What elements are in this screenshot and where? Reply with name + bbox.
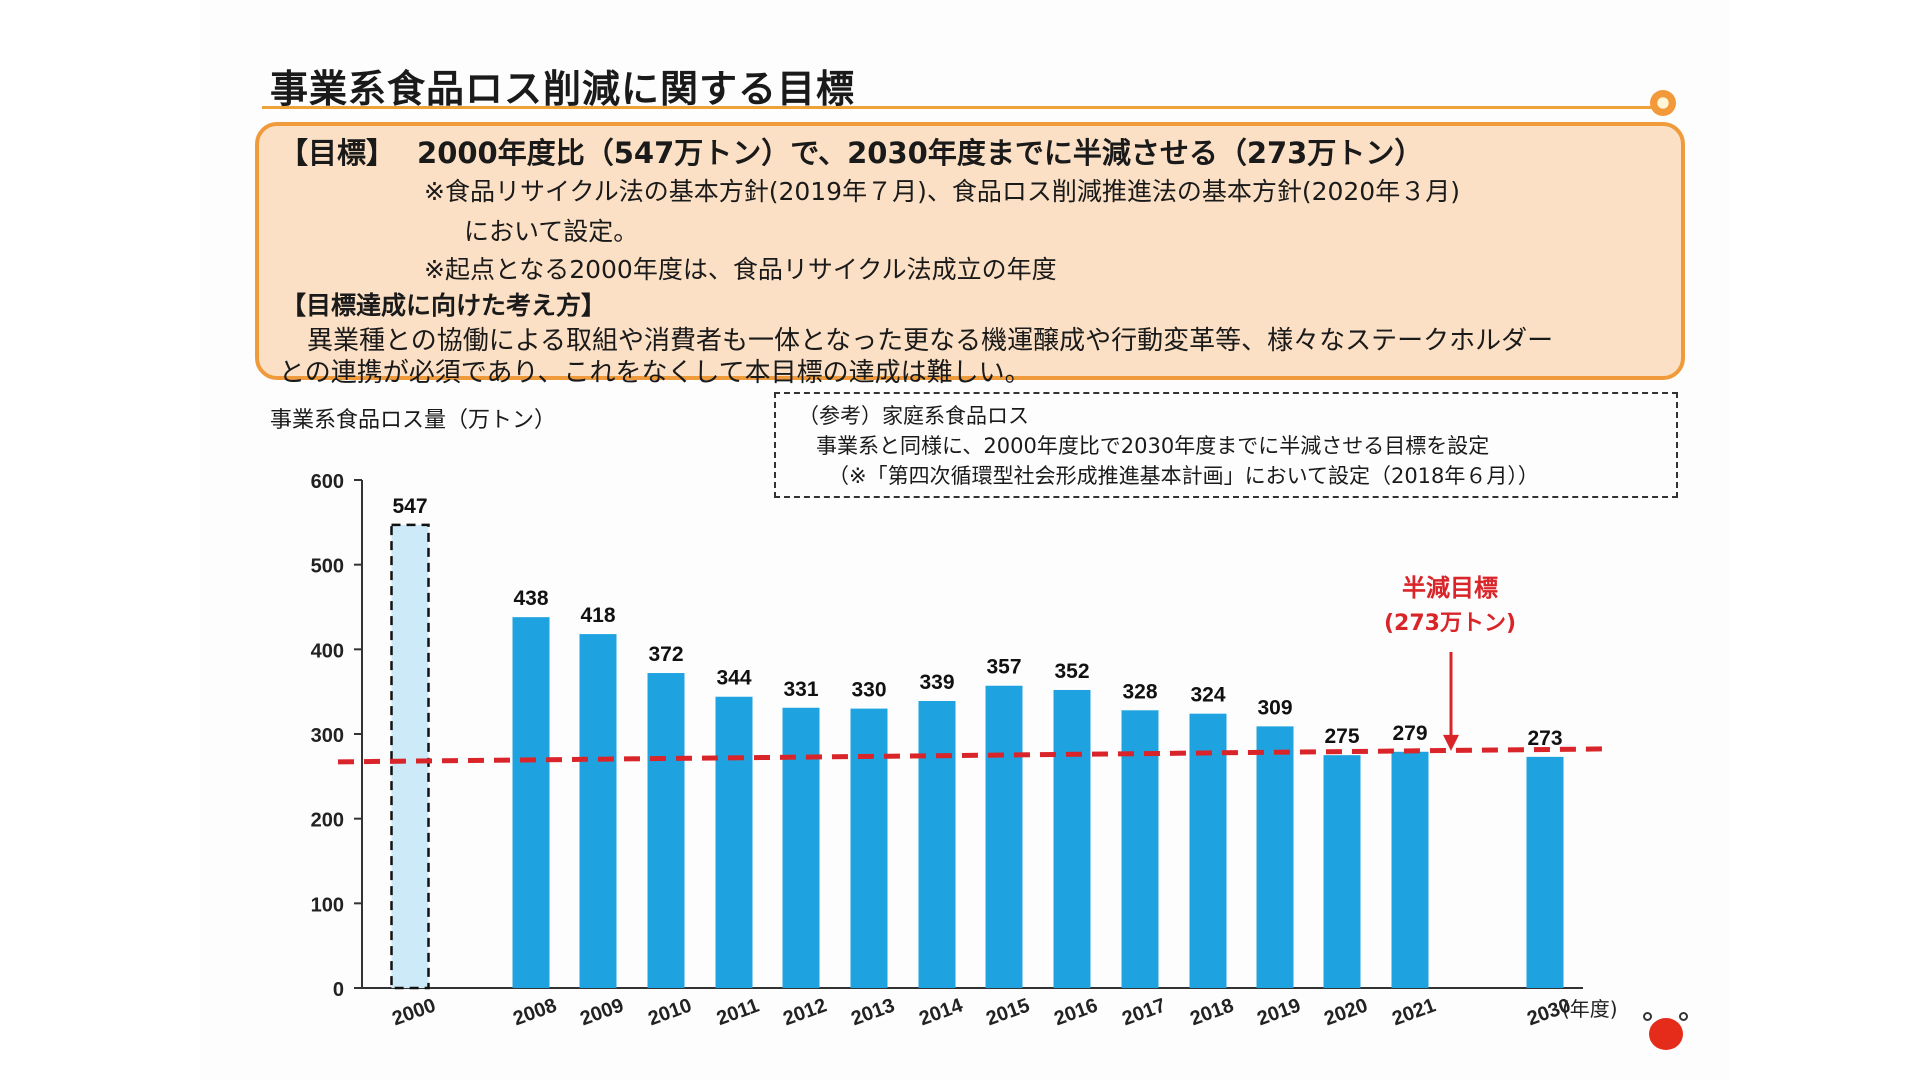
target-arrow-head <box>1443 734 1459 751</box>
x-tick-label-2010: 2010 <box>645 994 694 1030</box>
goal-box: 【目標】 2000年度比（547万トン）で、2030年度までに半減させる（273万… <box>255 122 1685 388</box>
x-tick-label-2011: 2011 <box>714 995 762 1031</box>
data-label-2015: 357 <box>986 656 1021 679</box>
data-label-2019: 309 <box>1257 696 1292 719</box>
data-label-2014: 339 <box>919 671 954 694</box>
bar-2013 <box>850 708 888 988</box>
x-tick-label-2020: 2020 <box>1321 994 1370 1030</box>
data-label-2000: 547 <box>392 495 427 518</box>
reference-text-1: 事業系と同様に、2000年度比で2030年度までに半減させる目標を設定 <box>816 434 1490 458</box>
target-label-value: (273万トン) <box>1384 611 1516 636</box>
mascot-logo-icon <box>1643 1012 1688 1052</box>
data-label-2030: 273 <box>1527 727 1562 750</box>
y-axis-title: 事業系食品ロス量（万トン） <box>270 408 557 433</box>
bar-2017 <box>1121 710 1159 988</box>
y-tick-label: 200 <box>311 810 344 832</box>
data-label-2010: 372 <box>648 643 683 666</box>
x-tick-label-2018: 2018 <box>1187 994 1236 1030</box>
data-label-2011: 344 <box>716 667 751 690</box>
bar-2018 <box>1189 713 1227 988</box>
x-tick-label-2009: 2009 <box>577 994 626 1030</box>
data-label-2009: 418 <box>580 604 615 627</box>
x-tick-label-2017: 2017 <box>1119 994 1168 1030</box>
y-tick-label: 0 <box>333 979 344 1001</box>
y-tick-label: 500 <box>311 556 344 578</box>
goal-note-2: において設定。 <box>464 217 639 246</box>
x-tick-label-2013: 2013 <box>848 994 897 1030</box>
x-tick-label-2012: 2012 <box>780 994 829 1030</box>
bar-2012 <box>782 707 820 988</box>
bar-2009 <box>579 634 617 988</box>
target-line <box>337 746 1609 765</box>
bar-2016 <box>1053 689 1091 988</box>
data-label-2012: 331 <box>783 678 818 701</box>
bar-2008 <box>512 617 550 988</box>
data-label-2016: 352 <box>1054 660 1089 683</box>
y-tick-label: 400 <box>311 640 344 662</box>
y-tick-label: 300 <box>311 725 344 747</box>
bar-2000 <box>390 523 430 990</box>
data-label-2021: 279 <box>1392 722 1427 745</box>
goal-note-1: ※食品リサイクル法の基本方針(2019年７月)、食品ロス削減推進法の基本方針(2… <box>424 177 1460 206</box>
x-tick-label-2014: 2014 <box>916 994 966 1030</box>
x-tick-label-2016: 2016 <box>1051 994 1100 1030</box>
flower-icon <box>1650 90 1676 116</box>
y-tick-label: 600 <box>311 471 344 493</box>
bar-2020 <box>1323 755 1361 988</box>
goal-note-3: ※起点となる2000年度は、食品リサイクル法成立の年度 <box>424 255 1057 284</box>
reference-box: （参考）家庭系食品ロス 事業系と同様に、2000年度比で2030年度までに半減さ… <box>774 392 1678 498</box>
page-title: 事業系食品ロス削減に関する目標 <box>270 67 856 111</box>
reference-text-2: （※「第四次循環型社会形成推進基本計画」において設定（2018年６月）） <box>828 464 1539 488</box>
target-label-title: 半減目標 <box>1402 574 1498 602</box>
reference-heading: （参考）家庭系食品ロス <box>798 404 1029 428</box>
goal-label: 【目標】 <box>279 136 396 170</box>
data-label-2020: 275 <box>1324 725 1359 748</box>
x-axis-unit-label: (年度) <box>1562 997 1618 1021</box>
bar-2030 <box>1526 756 1564 988</box>
bar-2010 <box>647 673 685 988</box>
data-label-2018: 324 <box>1190 684 1225 707</box>
x-tick-label-2019: 2019 <box>1254 994 1303 1030</box>
goal-headline-text: 2000年度比（547万トン）で、2030年度までに半減させる（273万トン） <box>417 136 1424 170</box>
bar-2019 <box>1256 726 1294 988</box>
bar-2014 <box>918 700 956 988</box>
x-tick-label-2008: 2008 <box>510 994 559 1030</box>
approach-text-1: 異業種との協働による取組や消費者も一体となった更なる機運醸成や行動変革等、様々な… <box>307 326 1554 356</box>
title-underline <box>262 106 1674 109</box>
x-tick-label-2021: 2021 <box>1389 994 1438 1030</box>
x-tick-label-2015: 2015 <box>983 994 1032 1030</box>
bar-2021 <box>1391 751 1429 988</box>
data-label-2013: 330 <box>851 679 886 702</box>
bar-2011 <box>715 696 753 988</box>
goal-headline: 【目標】 2000年度比（547万トン）で、2030年度までに半減させる（273万… <box>279 130 1423 172</box>
y-tick-label: 100 <box>311 894 344 916</box>
approach-text-2: との連携が必須であり、これをなくして本目標の達成は難しい。 <box>279 358 1031 388</box>
x-tick-label-2000: 2000 <box>389 994 438 1030</box>
bar-2015 <box>985 685 1023 988</box>
data-label-2008: 438 <box>513 587 548 610</box>
approach-heading: 【目標達成に向けた考え方】 <box>281 291 607 320</box>
data-label-2017: 328 <box>1122 680 1157 703</box>
